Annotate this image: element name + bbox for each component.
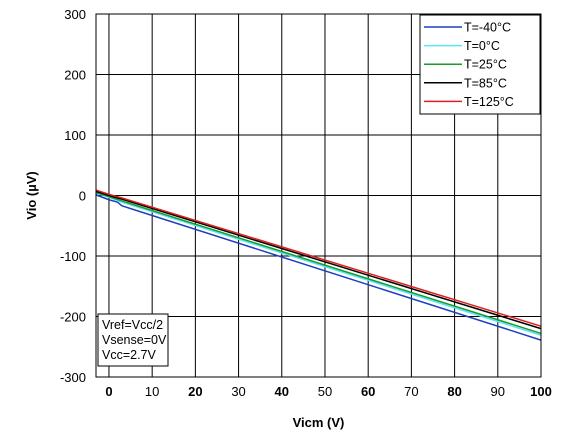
legend-label: T=25°C [464,58,507,72]
plot-area-border [95,13,542,378]
legend-label: T=125°C [464,95,514,109]
x-axis-ticks: 0 10 20 30 40 50 60 70 80 90 100 [105,384,552,399]
series-line-0 [95,194,542,341]
x-axis-title: Vicm (V) [293,415,345,430]
x-tick-label: 50 [318,384,332,399]
y-tick-label: 300 [64,7,86,22]
x-tick-label: 0 [105,384,112,399]
y-tick-label: 0 [79,189,86,204]
series-line-3 [95,190,542,330]
legend: T=-40°C T=0°C T=25°C T=85°C T=125°C [419,14,541,115]
x-tick-label: 80 [447,384,461,399]
x-tick-label: 20 [188,384,202,399]
annotation-box [97,313,169,367]
x-tick-label: 40 [275,384,289,399]
x-tick-label: 100 [530,384,552,399]
y-axis-title: Vio (µV) [24,171,39,219]
annotation-line: Vcc=2.7V [102,348,157,362]
legend-label: T=0°C [464,39,500,53]
x-tick-label: 10 [145,384,159,399]
series-lines [95,189,542,341]
y-axis-ticks: 300 200 100 0 -100 -200 -300 [60,7,86,385]
y-tick-label: 100 [64,128,86,143]
x-tick-label: 60 [361,384,375,399]
y-tick-label: -200 [60,310,86,325]
legend-label: T=85°C [464,76,507,90]
annotation-line: Vref=Vcc/2 [102,318,163,332]
annotation-line: Vsense=0V [102,333,167,347]
series-line-2 [95,191,542,335]
legend-label: T=-40°C [464,21,511,35]
x-tick-label: 70 [404,384,418,399]
y-tick-label: 200 [64,68,86,83]
x-tick-label: 90 [491,384,505,399]
y-tick-label: -100 [60,249,86,264]
x-tick-label: 30 [231,384,245,399]
y-tick-label: -300 [60,370,86,385]
series-line-4 [95,189,542,327]
